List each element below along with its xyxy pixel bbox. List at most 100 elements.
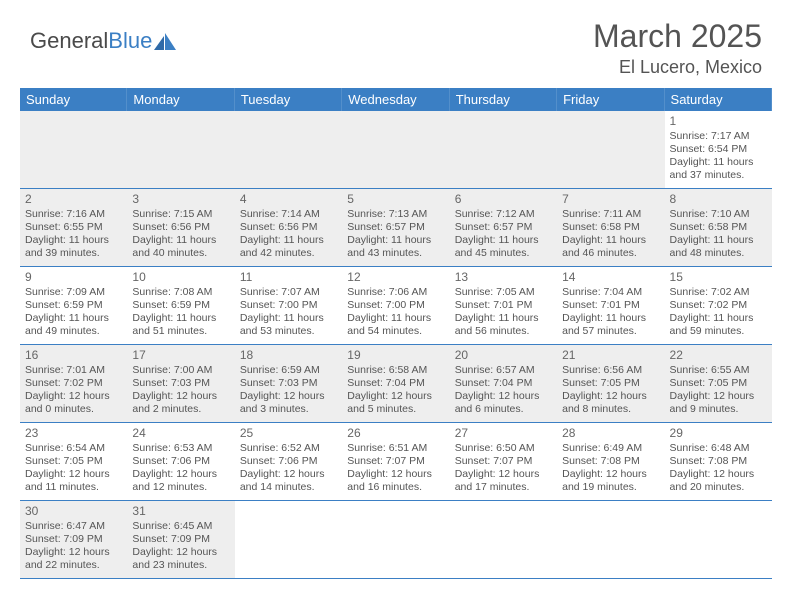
- daylight-text: Daylight: 11 hours and 46 minutes.: [562, 234, 659, 260]
- day-cell: 3Sunrise: 7:15 AMSunset: 6:56 PMDaylight…: [127, 189, 234, 267]
- day-cell: 2Sunrise: 7:16 AMSunset: 6:55 PMDaylight…: [20, 189, 127, 267]
- sunrise-text: Sunrise: 6:45 AM: [132, 520, 229, 533]
- day-number: 12: [347, 270, 444, 285]
- day-number: 27: [455, 426, 552, 441]
- day-number: 29: [670, 426, 767, 441]
- sunset-text: Sunset: 7:08 PM: [562, 455, 659, 468]
- day-number: 6: [455, 192, 552, 207]
- daylight-text: Daylight: 12 hours and 8 minutes.: [562, 390, 659, 416]
- sunrise-text: Sunrise: 6:58 AM: [347, 364, 444, 377]
- sunrise-text: Sunrise: 7:05 AM: [455, 286, 552, 299]
- sunset-text: Sunset: 7:05 PM: [562, 377, 659, 390]
- sunrise-text: Sunrise: 6:59 AM: [240, 364, 337, 377]
- day-number: 11: [240, 270, 337, 285]
- empty-cell: [665, 501, 772, 579]
- sunset-text: Sunset: 7:05 PM: [670, 377, 767, 390]
- day-cell: 12Sunrise: 7:06 AMSunset: 7:00 PMDayligh…: [342, 267, 449, 345]
- empty-cell: [235, 111, 342, 189]
- day-number: 20: [455, 348, 552, 363]
- day-cell: 14Sunrise: 7:04 AMSunset: 7:01 PMDayligh…: [557, 267, 664, 345]
- day-cell: 6Sunrise: 7:12 AMSunset: 6:57 PMDaylight…: [450, 189, 557, 267]
- day-cell: 4Sunrise: 7:14 AMSunset: 6:56 PMDaylight…: [235, 189, 342, 267]
- sunset-text: Sunset: 6:58 PM: [562, 221, 659, 234]
- sunrise-text: Sunrise: 7:16 AM: [25, 208, 122, 221]
- daylight-text: Daylight: 11 hours and 49 minutes.: [25, 312, 122, 338]
- empty-cell: [450, 111, 557, 189]
- day-cell: 7Sunrise: 7:11 AMSunset: 6:58 PMDaylight…: [557, 189, 664, 267]
- sunset-text: Sunset: 6:59 PM: [132, 299, 229, 312]
- month-title: March 2025: [593, 18, 762, 55]
- day-cell: 17Sunrise: 7:00 AMSunset: 7:03 PMDayligh…: [127, 345, 234, 423]
- sunrise-text: Sunrise: 6:54 AM: [25, 442, 122, 455]
- sunrise-text: Sunrise: 7:11 AM: [562, 208, 659, 221]
- week-row: 16Sunrise: 7:01 AMSunset: 7:02 PMDayligh…: [20, 345, 772, 423]
- week-row: 30Sunrise: 6:47 AMSunset: 7:09 PMDayligh…: [20, 501, 772, 579]
- day-cell: 29Sunrise: 6:48 AMSunset: 7:08 PMDayligh…: [665, 423, 772, 501]
- sunrise-text: Sunrise: 6:53 AM: [132, 442, 229, 455]
- sunset-text: Sunset: 7:06 PM: [132, 455, 229, 468]
- sunset-text: Sunset: 6:58 PM: [670, 221, 767, 234]
- empty-cell: [20, 111, 127, 189]
- sunrise-text: Sunrise: 7:17 AM: [670, 130, 767, 143]
- weekday-header: Friday: [557, 88, 664, 111]
- daylight-text: Daylight: 12 hours and 0 minutes.: [25, 390, 122, 416]
- day-cell: 30Sunrise: 6:47 AMSunset: 7:09 PMDayligh…: [20, 501, 127, 579]
- title-block: March 2025 El Lucero, Mexico: [593, 18, 762, 78]
- sunrise-text: Sunrise: 7:10 AM: [670, 208, 767, 221]
- daylight-text: Daylight: 11 hours and 57 minutes.: [562, 312, 659, 338]
- sunset-text: Sunset: 7:09 PM: [132, 533, 229, 546]
- day-cell: 8Sunrise: 7:10 AMSunset: 6:58 PMDaylight…: [665, 189, 772, 267]
- day-cell: 1Sunrise: 7:17 AMSunset: 6:54 PMDaylight…: [665, 111, 772, 189]
- sunset-text: Sunset: 6:56 PM: [132, 221, 229, 234]
- daylight-text: Daylight: 12 hours and 17 minutes.: [455, 468, 552, 494]
- day-cell: 27Sunrise: 6:50 AMSunset: 7:07 PMDayligh…: [450, 423, 557, 501]
- sunset-text: Sunset: 7:09 PM: [25, 533, 122, 546]
- sunset-text: Sunset: 7:06 PM: [240, 455, 337, 468]
- week-row: 2Sunrise: 7:16 AMSunset: 6:55 PM Daylight…: [20, 189, 772, 267]
- sunset-text: Sunset: 7:00 PM: [347, 299, 444, 312]
- sail-icon: [154, 33, 176, 51]
- sunset-text: Sunset: 6:55 PM: [25, 221, 122, 234]
- sunrise-text: Sunrise: 7:14 AM: [240, 208, 337, 221]
- sunrise-text: Sunrise: 6:57 AM: [455, 364, 552, 377]
- day-cell: 13Sunrise: 7:05 AMSunset: 7:01 PMDayligh…: [450, 267, 557, 345]
- sunset-text: Sunset: 6:57 PM: [347, 221, 444, 234]
- day-number: 22: [670, 348, 767, 363]
- daylight-text: Daylight: 12 hours and 2 minutes.: [132, 390, 229, 416]
- day-cell: 22Sunrise: 6:55 AMSunset: 7:05 PMDayligh…: [665, 345, 772, 423]
- daylight-text: Daylight: 11 hours and 40 minutes.: [132, 234, 229, 260]
- header: GeneralBlue March 2025 El Lucero, Mexico: [0, 0, 792, 88]
- day-cell: 25Sunrise: 6:52 AMSunset: 7:06 PMDayligh…: [235, 423, 342, 501]
- empty-cell: [557, 111, 664, 189]
- daylight-text: Daylight: 11 hours and 37 minutes.: [670, 156, 767, 182]
- day-number: 2: [25, 192, 122, 207]
- location: El Lucero, Mexico: [593, 57, 762, 78]
- daylight-text: Daylight: 12 hours and 5 minutes.: [347, 390, 444, 416]
- empty-cell: [127, 111, 234, 189]
- sunrise-text: Sunrise: 6:55 AM: [670, 364, 767, 377]
- sunrise-text: Sunrise: 6:48 AM: [670, 442, 767, 455]
- brand-logo: GeneralBlue: [30, 28, 176, 54]
- day-number: 17: [132, 348, 229, 363]
- sunrise-text: Sunrise: 7:04 AM: [562, 286, 659, 299]
- day-cell: 26Sunrise: 6:51 AMSunset: 7:07 PMDayligh…: [342, 423, 449, 501]
- daylight-text: Daylight: 11 hours and 53 minutes.: [240, 312, 337, 338]
- day-number: 23: [25, 426, 122, 441]
- day-number: 18: [240, 348, 337, 363]
- day-number: 15: [670, 270, 767, 285]
- daylight-text: Daylight: 11 hours and 54 minutes.: [347, 312, 444, 338]
- weekday-header: Wednesday: [342, 88, 449, 111]
- sunset-text: Sunset: 6:56 PM: [240, 221, 337, 234]
- daylight-text: Daylight: 11 hours and 43 minutes.: [347, 234, 444, 260]
- sunset-text: Sunset: 7:07 PM: [455, 455, 552, 468]
- day-number: 25: [240, 426, 337, 441]
- daylight-text: Daylight: 12 hours and 6 minutes.: [455, 390, 552, 416]
- sunset-text: Sunset: 7:00 PM: [240, 299, 337, 312]
- empty-cell: [235, 501, 342, 579]
- daylight-text: Daylight: 11 hours and 56 minutes.: [455, 312, 552, 338]
- day-cell: 24Sunrise: 6:53 AMSunset: 7:06 PMDayligh…: [127, 423, 234, 501]
- sunrise-text: Sunrise: 7:07 AM: [240, 286, 337, 299]
- sunset-text: Sunset: 7:02 PM: [670, 299, 767, 312]
- weekday-header: Thursday: [450, 88, 557, 111]
- day-number: 8: [670, 192, 767, 207]
